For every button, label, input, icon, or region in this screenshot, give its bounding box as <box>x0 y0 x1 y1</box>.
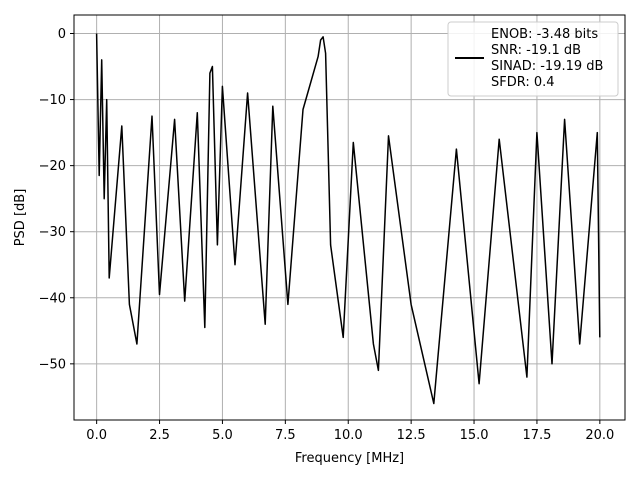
legend-sfdr: SFDR: 0.4 <box>491 75 555 90</box>
y-tick-label: −20 <box>39 159 66 174</box>
y-tick-label: −50 <box>39 357 66 372</box>
legend-sinad: SINAD: -19.19 dB <box>491 59 603 74</box>
y-tick-label: −30 <box>39 225 66 240</box>
y-axis-ticks: 0 −10 −20 −30 −40 −50 <box>39 27 74 372</box>
y-tick-label: 0 <box>58 27 66 42</box>
series-layer <box>95 33 601 405</box>
legend: ENOB: -3.48 bits SNR: -19.1 dB SINAD: -1… <box>447 21 619 97</box>
y-tick-label: −10 <box>39 93 66 108</box>
x-tick-label: 17.5 <box>522 428 551 443</box>
legend-snr: SNR: -19.1 dB <box>491 43 581 58</box>
x-tick-label: 15.0 <box>460 428 489 443</box>
y-axis-label: PSD [dB] <box>13 189 28 247</box>
x-tick-label: 0.0 <box>86 428 107 443</box>
x-tick-label: 7.5 <box>275 428 296 443</box>
x-tick-label: 5.0 <box>212 428 233 443</box>
x-axis-ticks: 0.0 2.5 5.0 7.5 10.0 12.5 15.0 17.5 20.0 <box>86 420 614 443</box>
x-tick-label: 2.5 <box>149 428 170 443</box>
x-axis-label: Frequency [MHz] <box>295 451 404 466</box>
x-tick-label: 10.0 <box>334 428 363 443</box>
x-tick-label: 20.0 <box>585 428 614 443</box>
x-tick-label: 12.5 <box>397 428 426 443</box>
legend-enob: ENOB: -3.48 bits <box>491 27 598 42</box>
plot-frame <box>73 14 626 421</box>
y-tick-label: −40 <box>39 291 66 306</box>
legend-box <box>447 21 619 97</box>
psd-series-line <box>95 33 601 405</box>
